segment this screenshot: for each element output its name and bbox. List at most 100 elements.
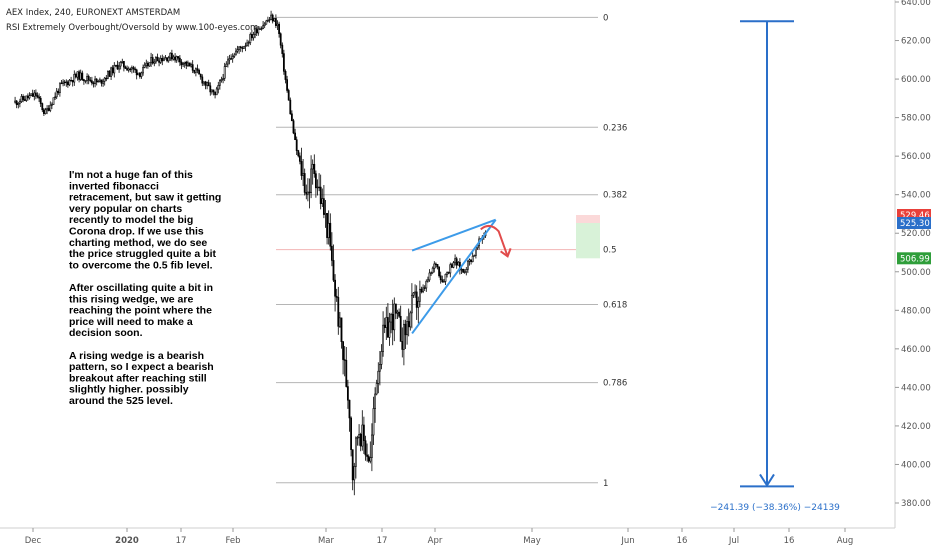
annotation-line: inverted fibonacci: [69, 180, 159, 192]
candle-body: [370, 434, 373, 458]
candle-body: [126, 68, 128, 71]
candle-body: [26, 95, 29, 99]
price-tick-label: 380.00: [901, 499, 931, 509]
time-tick-label: Jul: [728, 536, 739, 546]
candle-body: [196, 68, 199, 71]
candle-body: [60, 82, 63, 85]
candle-body: [385, 317, 388, 328]
candle-body: [151, 57, 154, 64]
candle-body: [268, 19, 271, 21]
candle-body: [113, 65, 116, 74]
candle-body: [138, 72, 141, 77]
candle-body: [425, 280, 428, 289]
candle-body: [438, 266, 440, 277]
candle-body: [34, 92, 37, 96]
candle-body: [247, 42, 250, 44]
forecast-arrow: [480, 225, 509, 257]
price-tick-label: 540.00: [901, 191, 931, 201]
candle-body: [241, 47, 244, 49]
candle-body: [156, 56, 159, 62]
candle-body: [422, 287, 424, 293]
candle-body: [310, 168, 312, 193]
candle-body: [218, 80, 221, 86]
candle-body: [474, 247, 477, 256]
candle-body: [361, 424, 364, 447]
candle-body: [225, 63, 228, 67]
candle-body: [199, 73, 202, 78]
candle-body: [358, 433, 360, 438]
candle-body: [306, 191, 309, 195]
candle-body: [134, 68, 136, 71]
candle-body: [468, 259, 471, 262]
candle-body: [412, 292, 415, 296]
candle-body: [148, 62, 151, 67]
fib-label-0.236: 0.236: [603, 123, 627, 133]
price-axis[interactable]: 380.00 400.00 420.00 440.00 460.00 480.00 500.…: [895, 0, 931, 509]
candle-body: [388, 321, 391, 338]
candle-body: [297, 150, 300, 157]
candle-body: [418, 288, 421, 302]
candle-body: [444, 273, 447, 282]
candle-body: [329, 222, 332, 247]
candle-body: [278, 23, 280, 34]
candle-body: [121, 61, 124, 63]
candle-body: [202, 81, 205, 84]
fib-label-0.5: 0.5: [603, 246, 617, 256]
candle-body: [132, 67, 135, 70]
candle-body: [343, 359, 346, 361]
candle-body: [95, 78, 98, 83]
candle-body: [398, 311, 400, 317]
candle-body: [177, 56, 180, 59]
candle-body: [236, 49, 239, 52]
candle-body: [210, 89, 213, 93]
candle-body: [374, 393, 376, 409]
candle-body: [97, 80, 100, 83]
price-tick-label: 580.00: [901, 114, 931, 124]
candle-body: [166, 57, 168, 62]
price-tick-label: 620.00: [901, 37, 931, 47]
risk-reward-boxes: [576, 215, 600, 259]
candle-body: [217, 85, 220, 90]
annotation-line: A rising wedge is a bearish: [69, 350, 204, 362]
candle-body: [415, 291, 418, 308]
candle-body: [334, 279, 336, 297]
forecast-arrow-head: [500, 248, 512, 258]
candle-body: [463, 271, 466, 273]
annotation-line: recently to model the big: [69, 214, 193, 226]
candle-body: [441, 279, 444, 283]
candle-body: [364, 440, 367, 456]
candle-body: [79, 72, 82, 80]
time-tick-label: 16: [784, 536, 795, 546]
candle-body: [209, 85, 212, 93]
candle-body: [335, 295, 338, 298]
candle-body: [201, 76, 204, 84]
candle-body: [233, 54, 236, 57]
candle-body: [401, 341, 404, 350]
candle-body: [423, 287, 426, 289]
candle-body: [318, 186, 320, 189]
candle-body: [276, 23, 279, 26]
candle-body: [124, 66, 127, 69]
candle-body: [220, 79, 223, 81]
candle-body: [308, 191, 311, 194]
candle-body: [188, 62, 191, 67]
candle-body: [351, 449, 354, 481]
candle-body: [230, 58, 232, 60]
candle-body: [228, 58, 231, 61]
time-axis[interactable]: Dec 2020 17 Feb Mar 17 Apr May Jun 16 Jul 16 Aug: [25, 528, 854, 546]
candle-body: [94, 78, 96, 84]
candle-body: [406, 321, 408, 336]
candle-body: [31, 93, 34, 97]
candle-body: [262, 25, 264, 29]
candle-body: [42, 109, 45, 114]
candle-body: [170, 52, 173, 60]
annotation-line: the price struggled quite a bit: [69, 248, 217, 260]
candle-body: [89, 79, 92, 82]
candle-body: [41, 103, 44, 111]
candle-body: [215, 88, 218, 96]
candle-body: [410, 294, 413, 314]
candle-body: [428, 272, 431, 281]
candle-body: [140, 72, 143, 77]
candle-body: [263, 23, 266, 26]
